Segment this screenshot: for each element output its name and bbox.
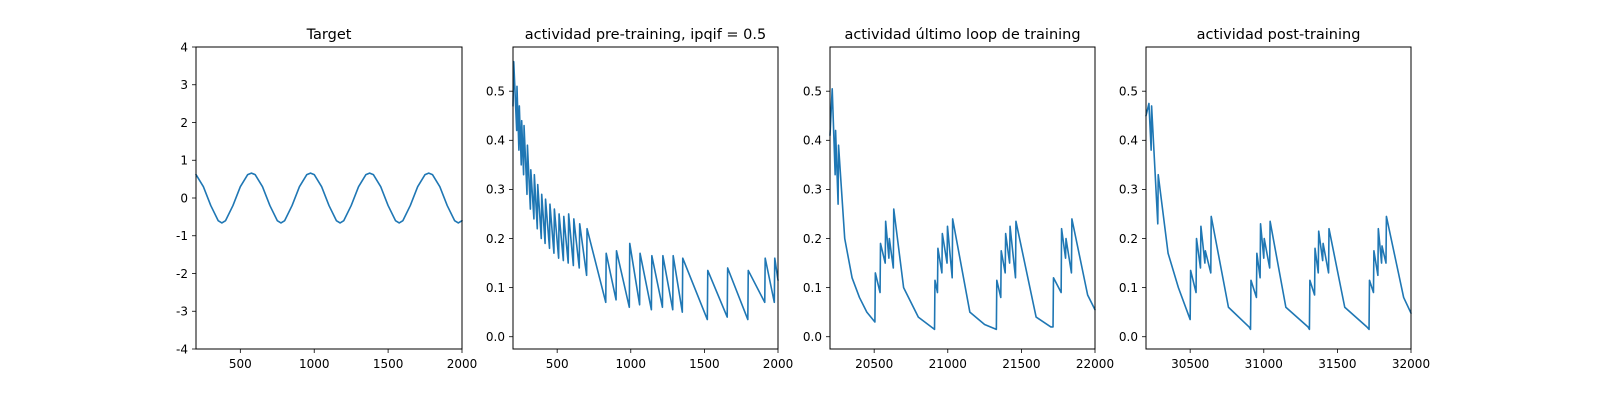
x-tick-label: 2000	[447, 357, 478, 371]
y-tick-label: 0.0	[803, 330, 822, 344]
x-tick-label: 21500	[1002, 357, 1040, 371]
panel-target: 500 1000 1500 2000 -4 -3 -2 -1 0 1 2 3 4 Target	[176, 27, 477, 371]
y-tick-label: 0.1	[486, 281, 505, 295]
axes-frame	[829, 46, 1096, 350]
y-tick-label: 0.3	[1119, 183, 1138, 197]
y-tick-label: 0.4	[486, 134, 505, 148]
y-tick-label: 0	[180, 191, 188, 205]
x-tick-label: 1000	[616, 357, 647, 371]
panel-post-training: 30500 31000 31500 32000 0.0 0.1 0.2 0.3 0.4 0.5 ac…	[1119, 27, 1430, 371]
series-line-0	[829, 87, 1096, 331]
y-tick-label: 2	[180, 116, 188, 130]
panel-pre-training: 500 1000 1500 2000 0.0 0.1 0.2 0.3 0.4 0.5 activid…	[486, 27, 793, 371]
x-tick-label: 500	[229, 357, 252, 371]
x-tick-label: 2000	[763, 357, 794, 371]
panel-title: actividad pre-training, ipqif = 0.5	[525, 27, 766, 43]
y-tick-label: -3	[176, 305, 188, 319]
y-tick-label: 0.0	[486, 330, 505, 344]
y-tick-label: 0.5	[1119, 84, 1138, 98]
y-tick-label: 3	[180, 78, 188, 92]
y-tick-label: 4	[180, 40, 188, 54]
y-tick-label: 0.4	[803, 134, 822, 148]
series-line-0	[195, 172, 463, 224]
axes-frame	[512, 46, 779, 350]
x-tick-label: 31000	[1245, 357, 1283, 371]
y-tick-label: -4	[176, 342, 188, 356]
x-tick-label: 31500	[1318, 357, 1356, 371]
y-tick-label: 1	[180, 154, 188, 168]
y-tick-label: -1	[176, 229, 188, 243]
x-tick-label: 32000	[1392, 357, 1430, 371]
y-tick-label: 0.5	[486, 84, 505, 98]
y-tick-label: 0.2	[1119, 232, 1138, 246]
y-tick-label: 0.1	[803, 281, 822, 295]
x-tick-label: 20500	[855, 357, 893, 371]
y-tick-label: 0.3	[803, 183, 822, 197]
y-tick-label: 0.4	[1119, 134, 1138, 148]
x-tick-label: 500	[546, 357, 569, 371]
panel-title: Target	[306, 27, 352, 43]
panel-title: actividad último loop de training	[844, 27, 1080, 43]
panel-title: actividad post-training	[1197, 27, 1361, 43]
x-tick-label: 22000	[1076, 357, 1114, 371]
y-tick-label: 0.0	[1119, 330, 1138, 344]
x-tick-label: 1000	[299, 357, 330, 371]
y-tick-label: 0.2	[803, 232, 822, 246]
axes-frame	[1145, 46, 1412, 350]
series-line-0	[1145, 102, 1412, 331]
x-tick-label: 21000	[929, 357, 967, 371]
y-tick-label: -2	[176, 267, 188, 281]
y-tick-label: 0.2	[486, 232, 505, 246]
y-tick-label: 0.1	[1119, 281, 1138, 295]
series-line-0	[512, 60, 779, 321]
x-tick-label: 1500	[689, 357, 720, 371]
y-tick-label: 0.3	[486, 183, 505, 197]
panel-last-training-loop: 20500 21000 21500 22000 0.0 0.1 0.2 0.3 0.4 0.5 ac…	[803, 27, 1114, 371]
x-tick-label: 1500	[373, 357, 404, 371]
x-tick-label: 30500	[1171, 357, 1209, 371]
y-tick-label: 0.5	[803, 84, 822, 98]
